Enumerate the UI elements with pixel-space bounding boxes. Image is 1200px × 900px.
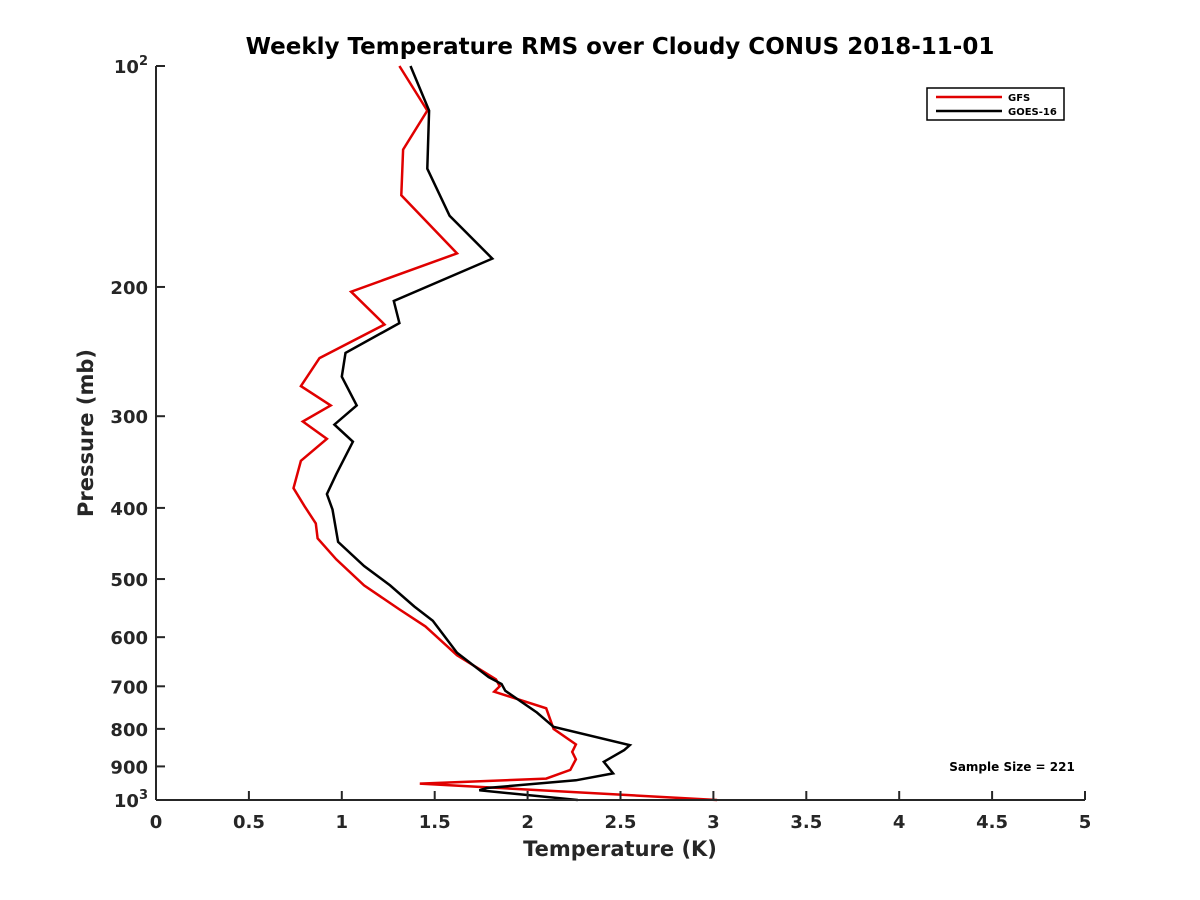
sample-size-annotation: Sample Size = 221 [949, 760, 1075, 774]
x-tick-label: 3.5 [790, 812, 822, 833]
x-tick-label: 5 [1079, 812, 1092, 833]
x-tick-label: 0 [150, 812, 163, 833]
axes-layer: 0 0.5 1 1.5 2 2.5 3 3.5 4 4.5 5 102 200 300 400 500 600 7… [110, 54, 1091, 833]
series-line-1 [292, 65, 718, 802]
x-tick-label: 2.5 [605, 812, 637, 833]
y-tick-label: 700 [110, 677, 148, 698]
legend-box [926, 87, 1065, 121]
y-tick-label: 900 [110, 757, 148, 778]
y-tick-label: 200 [110, 278, 148, 299]
y-tick-label: 102 [114, 54, 148, 78]
x-tick-label: 1.5 [419, 812, 451, 833]
x-tick-label: 3 [707, 812, 720, 833]
y-axis-label: Pressure (mb) [74, 349, 98, 517]
y-tick-label: 400 [110, 499, 148, 520]
x-tick-label: 4 [893, 812, 906, 833]
y-tick-label: 103 [114, 788, 148, 812]
x-tick-label: 1 [336, 812, 349, 833]
legend-label-1: GFS [1008, 93, 1030, 104]
x-tick-label: 0.5 [233, 812, 265, 833]
series-line-2 [325, 65, 633, 802]
y-tick-label: 800 [110, 720, 148, 741]
y-tick-label: 500 [110, 570, 148, 591]
x-tick-label: 4.5 [976, 812, 1008, 833]
series-layer [292, 65, 718, 802]
legend-label-2: GOES-16 [1008, 107, 1057, 118]
y-tick-label: 300 [110, 407, 148, 428]
legend: GFS GOES-16 [926, 87, 1065, 121]
x-axis-label: Temperature (K) [523, 837, 717, 861]
chart-title: Weekly Temperature RMS over Cloudy CONUS… [246, 34, 995, 60]
y-tick-label: 600 [110, 628, 148, 649]
x-tick-label: 2 [521, 812, 534, 833]
